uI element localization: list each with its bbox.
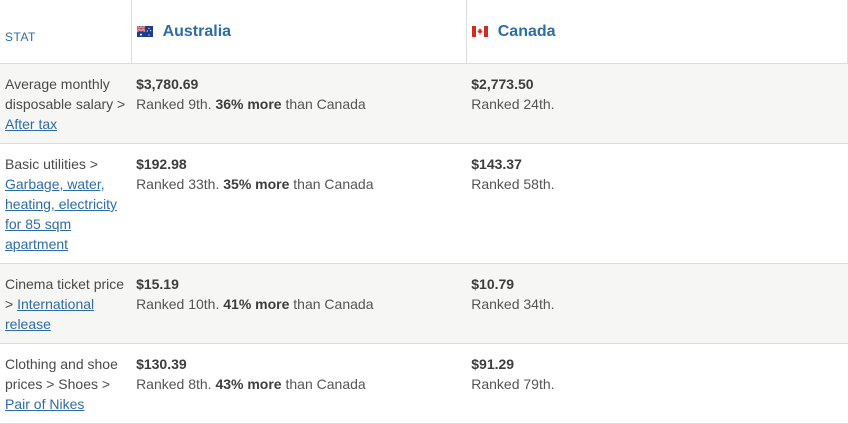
stat-link[interactable]: Garbage, water, heating, electricity for… [5, 176, 118, 252]
stat-cell: Clothing and shoe prices > Shoes > Pair … [0, 343, 132, 424]
stat-text: Average monthly disposable salary > [5, 76, 126, 112]
australia-rank: Ranked 33th. [136, 176, 220, 192]
canada-value: $91.29 [471, 356, 515, 372]
canada-rank: Ranked 58th. [471, 176, 555, 192]
stat-cell: Average monthly disposable salary > Afte… [0, 63, 132, 144]
stat-text: Cinema ticket price > [5, 276, 125, 312]
comparison-text: than Canada [293, 296, 374, 312]
canada-rank: Ranked 34th. [471, 296, 555, 312]
australia-value: $15.19 [136, 276, 179, 292]
percent-difference: 35% more [223, 176, 290, 192]
australia-cell: $3,780.69 Ranked 9th. 36% more than Cana… [131, 63, 467, 144]
canada-value: $2,773.50 [471, 76, 534, 92]
australia-rank: Ranked 10th. [136, 296, 220, 312]
canada-rank: Ranked 79th. [471, 376, 555, 392]
canada-cell: $91.29 Ranked 79th. [466, 343, 848, 424]
stat-link[interactable]: International release [5, 296, 95, 332]
comparison-text: than Canada [285, 96, 366, 112]
table-header-row: STAT Australia [0, 0, 848, 64]
stat-link[interactable]: Pair of Nikes [5, 396, 85, 412]
table-row: Average monthly disposable salary > Afte… [0, 63, 848, 144]
stat-cell: Basic utilities > Garbage, water, heatin… [0, 143, 132, 264]
comparison-text: than Canada [285, 376, 366, 392]
percent-difference: 36% more [215, 96, 282, 112]
canada-column-header[interactable]: Canada [465, 0, 848, 64]
canada-value: $143.37 [471, 156, 522, 172]
australia-value: $130.39 [136, 356, 187, 372]
australia-flag-icon [136, 25, 153, 37]
table-row: Cinema ticket price > International rele… [0, 263, 848, 344]
canada-cell: $10.79 Ranked 34th. [466, 263, 848, 344]
percent-difference: 43% more [215, 376, 282, 392]
stat-column-header: STAT [0, 0, 132, 64]
canada-cell: $2,773.50 Ranked 24th. [466, 63, 848, 144]
canada-rank: Ranked 24th. [471, 96, 555, 112]
comparison-text: than Canada [293, 176, 374, 192]
percent-difference: 41% more [223, 296, 290, 312]
australia-rank: Ranked 8th. [136, 376, 212, 392]
australia-value: $3,780.69 [136, 76, 199, 92]
australia-cell: $192.98 Ranked 33th. 35% more than Canad… [131, 143, 467, 264]
australia-cell: $130.39 Ranked 8th. 43% more than Canada [131, 343, 467, 424]
australia-cell: $15.19 Ranked 10th. 41% more than Canada [131, 263, 467, 344]
canada-value: $10.79 [471, 276, 515, 292]
stat-cell: Cinema ticket price > International rele… [0, 263, 132, 344]
australia-value: $192.98 [136, 156, 187, 172]
stat-text: Clothing and shoe prices > Shoes > [5, 356, 118, 392]
australia-rank-line: Ranked 9th. 36% more than Canada [136, 94, 462, 114]
australia-rank-line: Ranked 10th. 41% more than Canada [136, 294, 462, 314]
australia-rank: Ranked 9th. [136, 96, 212, 112]
canada-cell: $143.37 Ranked 58th. [466, 143, 848, 264]
table-row: Basic utilities > Garbage, water, heatin… [0, 143, 848, 264]
table-row: Clothing and shoe prices > Shoes > Pair … [0, 343, 848, 424]
canada-label[interactable]: Canada [497, 23, 556, 41]
australia-column-header[interactable]: Australia [130, 0, 467, 64]
australia-rank-line: Ranked 8th. 43% more than Canada [136, 374, 462, 394]
stat-text: Basic utilities > [5, 156, 98, 172]
australia-label[interactable]: Australia [162, 23, 232, 41]
stat-link[interactable]: After tax [5, 116, 58, 132]
canada-flag-icon [471, 25, 488, 37]
australia-rank-line: Ranked 33th. 35% more than Canada [136, 174, 462, 194]
